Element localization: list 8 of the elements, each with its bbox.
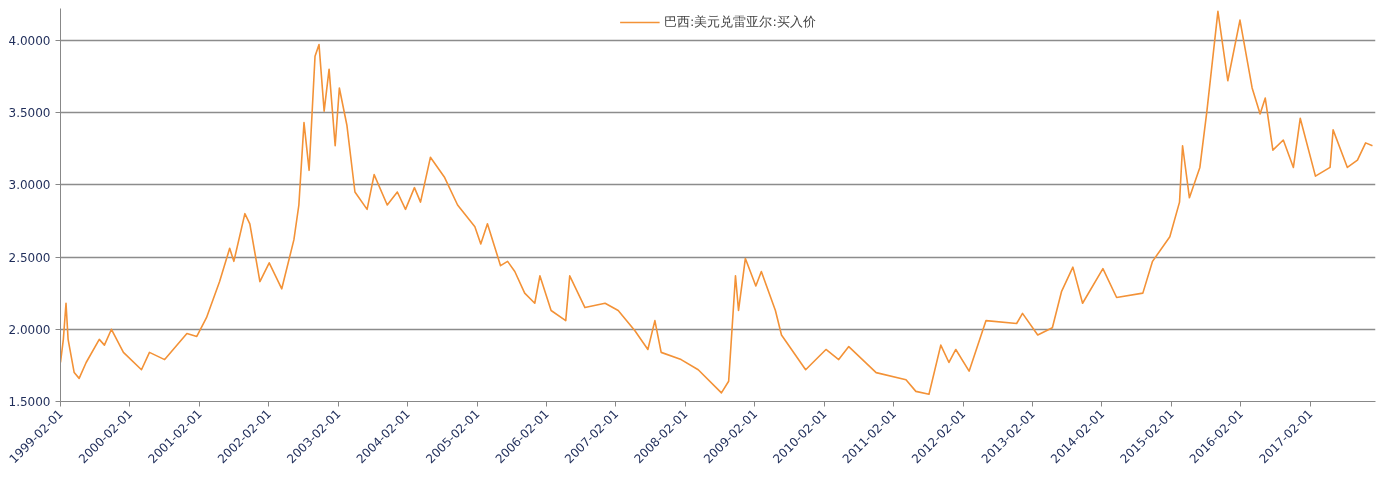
y-tick-label: 3.5000 (8, 106, 51, 121)
legend-label: 巴西:美元兑雷亚尔:买入价 (664, 13, 816, 31)
y-tick-label: 2.0000 (8, 322, 51, 337)
line-series (60, 10, 1374, 396)
y-tick-label: 3.0000 (8, 178, 51, 193)
y-tick-label: 2.5000 (8, 250, 51, 265)
y-tick-label: 4.0000 (8, 33, 51, 48)
y-tick-label: 1.5000 (8, 395, 51, 409)
